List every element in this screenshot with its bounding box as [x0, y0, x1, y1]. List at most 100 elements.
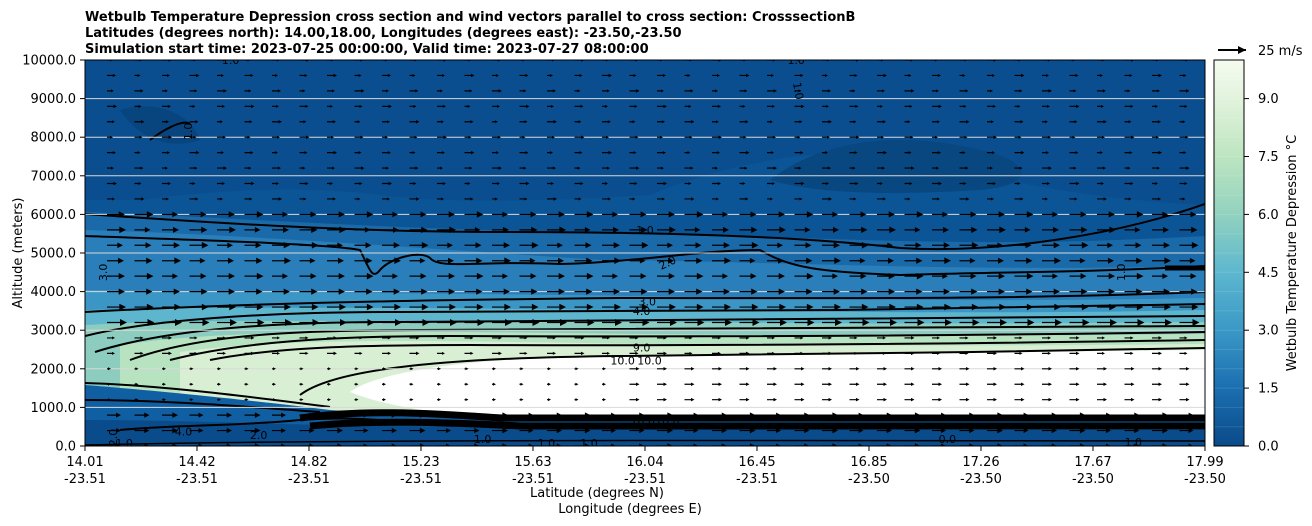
wind-vector — [822, 197, 832, 201]
wind-vector — [739, 303, 759, 311]
wind-vector — [904, 288, 923, 295]
y-axis: 0.0 1000.0 2000.0 3000.0 4000.0 5000.0 6000.0 7… — [22, 54, 85, 455]
wind-vector — [547, 182, 554, 186]
wind-vector — [1097, 135, 1105, 139]
wind-vector — [492, 211, 508, 218]
wind-vector — [1179, 397, 1190, 402]
wind-vector — [1042, 397, 1052, 402]
wind-vector — [134, 73, 141, 77]
wind-vector — [1097, 443, 1111, 446]
colorbar-tick-label: 1.5 — [1258, 382, 1279, 397]
wind-vector — [492, 367, 496, 371]
wind-vector — [189, 398, 194, 402]
wind-vector — [107, 428, 121, 434]
wind-vector — [574, 166, 581, 170]
wind-vector — [464, 135, 472, 139]
contour-label: 1.0 — [222, 54, 240, 67]
wind-vector — [712, 367, 722, 371]
wind-vector — [602, 242, 620, 249]
wind-vector — [987, 367, 997, 371]
wind-vector — [877, 412, 892, 418]
wind-vector — [1097, 211, 1115, 218]
wind-vector — [492, 166, 502, 170]
wind-vector — [409, 318, 430, 326]
wind-vector — [987, 336, 997, 340]
wind-vector — [464, 336, 474, 340]
wind-vector — [767, 318, 787, 326]
contour-labels: 1.02.03.04.09.010.0 10.03.0 1.01.01.01.0 1.… — [97, 54, 1142, 446]
wind-vector — [519, 197, 528, 201]
wind-vector — [1152, 257, 1171, 265]
wind-vector — [1097, 273, 1115, 280]
contour-9 — [299, 347, 1205, 396]
wind-vector — [1124, 427, 1140, 434]
wind-vector — [684, 166, 694, 170]
wind-vector — [1042, 120, 1048, 124]
wind-vector — [932, 197, 940, 201]
wind-vector — [464, 242, 482, 249]
wind-vector — [1042, 166, 1052, 170]
wind-vector — [987, 318, 1007, 326]
wind-vector — [1179, 135, 1189, 139]
wind-vector — [849, 181, 859, 186]
wind-vector — [1014, 150, 1025, 155]
wind-vector — [1014, 397, 1025, 402]
wind-vector — [272, 351, 280, 355]
wind-vector — [1069, 257, 1086, 264]
wind-vector — [739, 257, 756, 264]
wind-vector — [987, 427, 1003, 434]
wind-vector — [767, 428, 781, 434]
wind-vector — [1179, 73, 1187, 77]
wind-vector — [409, 241, 429, 249]
wind-vector — [877, 288, 895, 295]
wind-vector — [904, 427, 921, 434]
wind-vector — [657, 181, 667, 186]
wind-vector — [244, 227, 261, 233]
wind-vector — [1097, 73, 1103, 77]
wind-vector — [354, 73, 362, 77]
wind-vector — [409, 367, 414, 371]
wind-vector — [657, 120, 665, 124]
wind-vector — [134, 151, 141, 155]
wind-vector — [877, 242, 893, 249]
wind-vector — [134, 398, 139, 402]
wind-vector — [629, 367, 640, 371]
wind-vector — [299, 443, 315, 446]
wind-vector — [767, 197, 773, 201]
wind-vector — [547, 318, 567, 326]
wind-vector — [217, 443, 232, 446]
wind-vector — [987, 181, 996, 186]
wind-vector — [107, 382, 111, 386]
wind-vector — [217, 73, 224, 77]
wind-vector — [272, 166, 281, 170]
wind-vector — [794, 197, 803, 201]
wind-vector — [767, 135, 776, 139]
wind-vector — [107, 257, 124, 264]
wind-vector — [629, 135, 639, 139]
wind-vector — [299, 89, 306, 93]
wind-vector — [684, 135, 693, 139]
wind-vector — [822, 182, 829, 186]
wind-vector — [107, 242, 123, 249]
wind-vector — [162, 257, 181, 265]
wind-vector — [1097, 226, 1116, 234]
wind-vector — [162, 318, 182, 326]
wind-vector — [1014, 73, 1025, 78]
wind-vector — [822, 288, 840, 295]
wind-vector — [327, 288, 345, 295]
wind-vector — [739, 211, 757, 218]
wind-vector — [327, 211, 345, 218]
wind-vector — [932, 336, 940, 340]
wind-vector — [1042, 367, 1052, 371]
wind-vector — [437, 382, 441, 386]
colorbar-tick-label: 4.5 — [1258, 266, 1279, 281]
wind-vector — [464, 412, 480, 418]
wind-vector — [1179, 428, 1194, 434]
wind-vector — [547, 273, 565, 280]
wind-vector — [1069, 412, 1086, 418]
wind-vector — [1097, 336, 1105, 340]
wind-vector — [464, 398, 469, 402]
wind-vector — [162, 427, 178, 434]
wind-vector — [464, 427, 480, 434]
wind-vector — [684, 242, 702, 249]
